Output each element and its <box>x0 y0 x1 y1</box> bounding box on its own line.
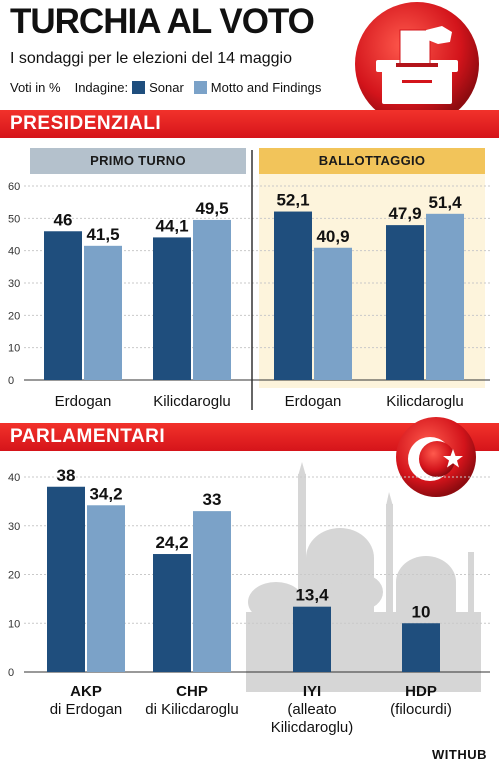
y-tick-label: 10 <box>8 343 20 355</box>
category-label: (alleato <box>287 701 336 718</box>
data-label: 51,4 <box>428 193 462 212</box>
category-label: AKP <box>70 683 102 700</box>
legend-label-motto: Motto and Findings <box>210 80 322 95</box>
ballot-box-icon <box>355 2 479 126</box>
header-primo-turno: PRIMO TURNO <box>30 148 246 174</box>
data-label: 38 <box>57 466 76 485</box>
category-label: di Kilicdaroglu <box>145 701 238 718</box>
unit-label: Voti in % <box>10 80 61 95</box>
y-tick-label: 40 <box>8 472 20 484</box>
page-title: TURCHIA AL VOTO <box>10 2 315 41</box>
legend-label-sonar: Sonar <box>149 80 184 95</box>
y-tick-label: 30 <box>8 521 20 533</box>
bar-sonar <box>47 486 85 672</box>
bar-motto <box>193 219 231 380</box>
data-label: 41,5 <box>86 225 119 244</box>
bar-sonar <box>293 606 331 672</box>
category-label: HDP <box>405 683 437 700</box>
bar-motto <box>84 245 122 380</box>
data-label: 52,1 <box>276 191 309 210</box>
data-label: 46 <box>54 210 73 229</box>
data-label: 10 <box>412 602 431 621</box>
category-label: Erdogan <box>285 393 342 410</box>
mosque-silhouette <box>246 462 481 692</box>
data-label: 13,4 <box>295 586 329 605</box>
legend-swatch-motto <box>193 81 207 94</box>
bar-sonar <box>274 211 312 380</box>
y-tick-label: 50 <box>8 213 20 225</box>
legend: Voti in % Indagine: Sonar Motto and Find… <box>10 80 321 95</box>
data-label: 24,2 <box>155 533 188 552</box>
category-label: Kilicdaroglu) <box>271 719 354 736</box>
y-tick-label: 20 <box>8 310 20 322</box>
y-tick-label: 20 <box>8 570 20 582</box>
bar-motto <box>87 505 125 672</box>
legend-swatch-sonar <box>132 81 146 94</box>
page-subtitle: I sondaggi per le elezioni del 14 maggio <box>10 50 292 67</box>
y-tick-label: 10 <box>8 618 20 630</box>
section-presidenziali: PRESIDENZIALI <box>0 110 499 138</box>
bar-motto <box>314 247 352 380</box>
category-label: di Erdogan <box>50 701 123 718</box>
header-ballottaggio: BALLOTTAGGIO <box>259 148 485 174</box>
y-tick-label: 40 <box>8 246 20 258</box>
data-label: 44,1 <box>155 216 188 235</box>
y-tick-label: 30 <box>8 278 20 290</box>
credit-withub: WITHUB <box>432 747 487 762</box>
category-label: Erdogan <box>55 393 112 410</box>
data-label: 40,9 <box>316 227 349 246</box>
bar-sonar <box>153 237 191 380</box>
category-label: CHP <box>176 683 208 700</box>
data-label: 34,2 <box>89 484 122 503</box>
bar-sonar <box>44 231 82 380</box>
y-tick-label: 60 <box>8 181 20 193</box>
category-label: IYI <box>303 683 321 700</box>
data-label: 47,9 <box>388 204 421 223</box>
indagine-label: Indagine: <box>74 80 129 95</box>
data-label: 49,5 <box>195 199 228 218</box>
y-tick-label: 0 <box>8 375 14 387</box>
bar-motto <box>426 213 464 380</box>
bar-sonar <box>402 623 440 672</box>
bar-sonar <box>386 225 424 380</box>
bar-sonar <box>153 554 191 672</box>
bar-motto <box>193 511 231 672</box>
category-label: Kilicdaroglu <box>153 393 231 410</box>
data-label: 33 <box>203 490 222 509</box>
category-label: (filocurdi) <box>390 701 452 718</box>
y-tick-label: 0 <box>8 667 14 679</box>
category-label: Kilicdaroglu <box>386 393 464 410</box>
